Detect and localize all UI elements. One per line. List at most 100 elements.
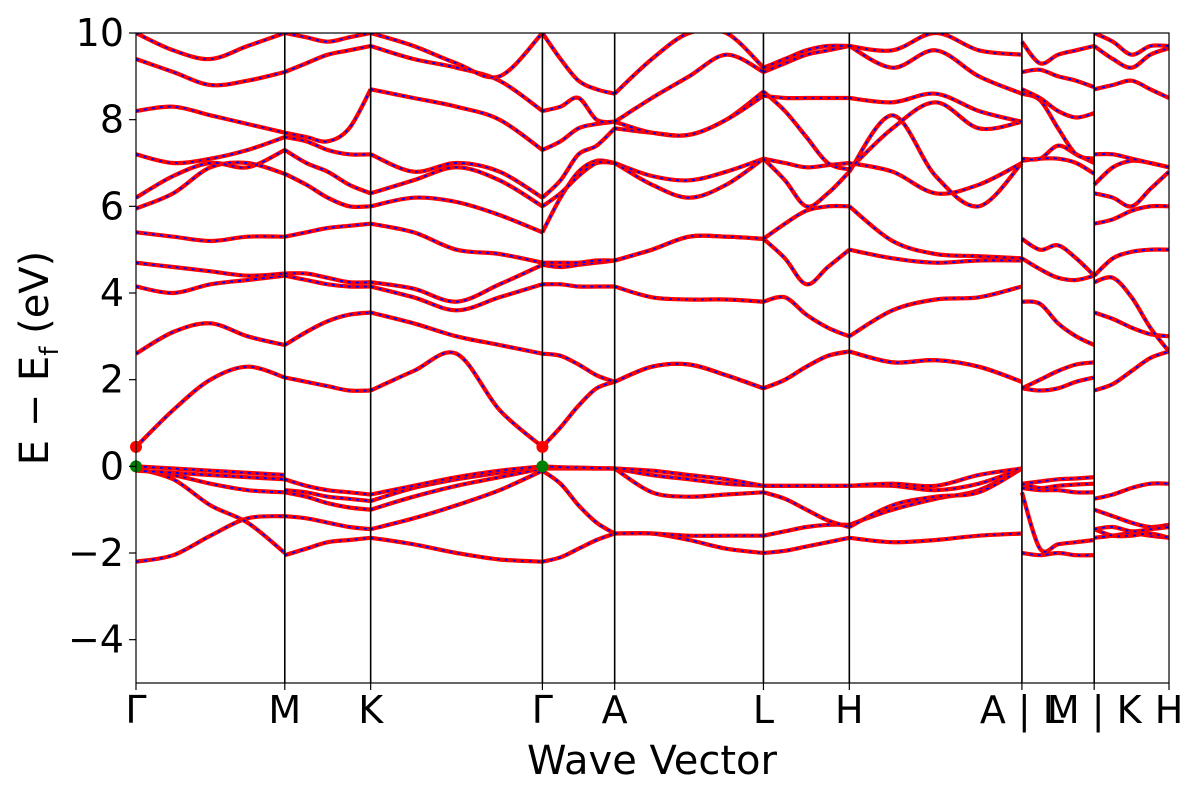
band-down-s0-b5 — [136, 365, 286, 448]
band-down-s1-b9 — [284, 222, 371, 238]
band-down-s6-b3 — [849, 467, 1023, 492]
band-up-s8-b4 — [1093, 524, 1169, 534]
band-up-s0-b8 — [136, 260, 285, 278]
x-tick-label-4: A — [602, 688, 628, 732]
band-down-s2-b14 — [370, 45, 543, 112]
band-down-s1-b0 — [284, 536, 371, 557]
band-up-s8-b2 — [1093, 507, 1169, 530]
band-down-s7-b13 — [1021, 88, 1095, 119]
band-up-s4-b15 — [613, 33, 765, 96]
band-up-s7-b4 — [1021, 481, 1095, 491]
band-down-s1-b13 — [284, 88, 372, 143]
band-down-s5-b12 — [762, 90, 850, 171]
band-up-s6-b11 — [847, 113, 1024, 209]
band-down-s1-b8 — [284, 272, 371, 284]
y-tick-label-3: 2 — [100, 358, 124, 402]
band-down-s0-b6 — [136, 322, 285, 355]
band-up-s7-b3 — [1021, 475, 1095, 486]
band-down-s5-b0 — [763, 536, 850, 554]
band-down-s2-b1 — [370, 469, 543, 531]
band-up-s8-b3 — [1093, 481, 1169, 501]
band-up-s2-b14 — [370, 43, 544, 113]
band-up-s8-b15 — [1093, 33, 1169, 57]
band-down-s1-b2 — [284, 491, 371, 511]
band-down-s0-b1 — [136, 467, 286, 554]
band-up-s6-b13 — [849, 91, 1023, 124]
band-up-s1-b0 — [284, 535, 371, 558]
band-up-s2-b9 — [370, 221, 543, 265]
band-down-s0-b8 — [136, 261, 285, 277]
x-tick-label-3: Γ — [532, 688, 553, 732]
band-down-s8-b10 — [1093, 171, 1169, 208]
band-up-s3-b15 — [540, 33, 616, 96]
band-up-s5-b13 — [763, 93, 850, 101]
band-down-s4-b6 — [614, 362, 764, 390]
band-down-s8-b5 — [1093, 350, 1169, 392]
x-axis-label: Wave Vector — [527, 738, 778, 784]
band-down-s2-b5 — [370, 351, 543, 448]
band-up-s8-b7 — [1093, 275, 1169, 353]
band-up-s6-b6 — [848, 349, 1023, 384]
band-down-s1-b7 — [284, 274, 371, 288]
band-down-s6-b4 — [849, 467, 1023, 488]
band-down-s8-b13 — [1094, 79, 1169, 99]
band-up-s0-b0 — [136, 514, 285, 564]
band-down-s6-b9 — [848, 205, 1022, 260]
band-down-s5-b9 — [762, 205, 850, 240]
band-down-s0-b7 — [136, 274, 285, 294]
band-up-s8-b1 — [1093, 527, 1169, 540]
band-down-s0-b11 — [136, 149, 286, 199]
band-down-s1-b4 — [284, 478, 371, 496]
x-axis-ticks: Γ M K Γ A L H A | LM | K H — [125, 683, 1183, 733]
band-down-s2-b6 — [370, 311, 543, 355]
band-down-s6-b6 — [849, 350, 1023, 383]
band-down-s7-b1 — [1021, 492, 1095, 553]
band-down-s2-b0 — [370, 536, 543, 563]
y-axis-label-sub: f — [35, 346, 65, 356]
y-tick-label-0: −4 — [68, 618, 124, 662]
band-down-s4-b5 — [614, 362, 764, 390]
band-down-s6-b12 — [848, 101, 1023, 171]
band-up-s5-b1 — [763, 522, 850, 538]
band-down-s3-b6 — [542, 352, 615, 383]
band-up-s2-b8 — [370, 262, 544, 304]
band-down-s4-b15 — [614, 33, 765, 95]
band-down-s2-b11 — [370, 166, 543, 208]
bands-layer — [136, 33, 1169, 564]
band-up-s4-b14 — [613, 52, 765, 124]
band-up-s5-b7 — [762, 294, 851, 339]
band-up-s5-b2 — [762, 490, 850, 530]
band-down-s0-b9 — [136, 231, 285, 242]
band-up-s7-b9 — [1020, 236, 1096, 278]
band-up-s6-b5 — [848, 349, 1023, 384]
x-tick-label-1: M — [268, 688, 301, 732]
band-up-s1-b6 — [283, 310, 371, 347]
band-up-s6-b0 — [849, 531, 1023, 545]
band-down-s4-b9 — [614, 234, 764, 262]
band-up-s0-b14 — [136, 57, 286, 88]
band-up-s5-b15 — [762, 43, 850, 70]
band-up-s0-b6 — [136, 321, 286, 356]
band-up-s8-b10 — [1093, 170, 1169, 209]
band-down-s4-b7 — [614, 285, 764, 303]
band-up-s8-b8 — [1092, 247, 1169, 278]
band-up-s8-b6 — [1093, 310, 1169, 339]
band-down-s1-b6 — [284, 311, 371, 346]
band-up-s6-b15 — [849, 33, 1023, 57]
plot-frame — [135, 32, 1170, 684]
y-axis-label: E − Ef (eV) — [12, 251, 65, 466]
band-down-s6-b5 — [849, 350, 1023, 383]
band-down-s6-b2 — [848, 467, 1023, 528]
band-up-s0-b5 — [136, 364, 286, 449]
band-up-s7-b2 — [1021, 485, 1095, 495]
band-down-s7-b8 — [1021, 257, 1095, 281]
y-axis-label-main: E − E — [12, 356, 58, 466]
band-up-s2-b13 — [370, 87, 544, 152]
band-down-s2-b2 — [370, 467, 543, 511]
x-tick-label-6: H — [835, 688, 864, 732]
band-down-s0-b14 — [136, 58, 285, 87]
band-up-s1-b13 — [284, 88, 373, 144]
band-up-s3-b11 — [541, 159, 615, 209]
band-down-s4-b1 — [614, 532, 764, 537]
